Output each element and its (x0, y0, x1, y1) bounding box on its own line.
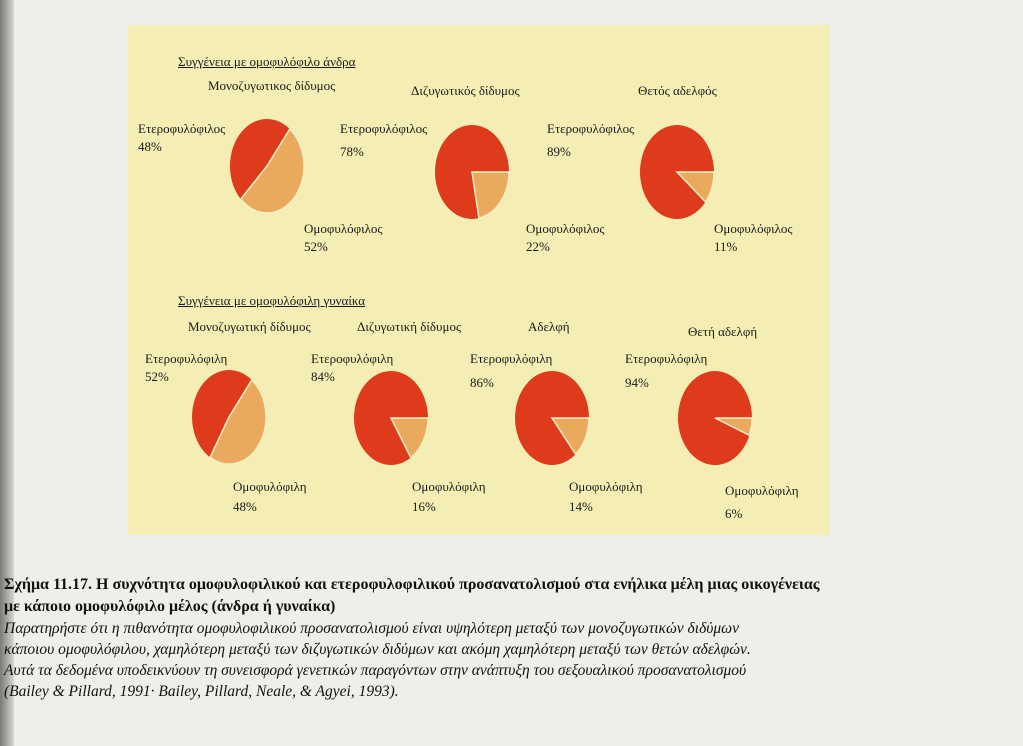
homosexual-percent: 52% (304, 239, 328, 254)
figure-caption: Σχήμα 11.17. Η συχνότητα ομοφυλοφιλικού … (4, 574, 1019, 702)
homosexual-percent: 11% (714, 239, 738, 254)
homosexual-label: Ομοφυλόφιλος (304, 221, 383, 236)
homosexual-percent: 48% (233, 499, 257, 514)
group-title: Συγγένεια με ομοφυλόφιλη γυναίκα (178, 293, 366, 308)
heterosexual-percent: 94% (625, 375, 649, 390)
caption-body-line: κάποιου ομοφυλόφιλου, χαμηλότερη μεταξύ … (4, 641, 751, 658)
homosexual-label: Ομοφυλόφιλη (569, 479, 643, 494)
pie-slice-heterosexual (192, 370, 252, 458)
homosexual-percent: 6% (725, 506, 743, 521)
homosexual-percent: 22% (526, 239, 550, 254)
pie-title: Αδελφή (528, 319, 570, 334)
pie-slice-homosexual (471, 171, 510, 220)
heterosexual-percent: 52% (145, 369, 169, 384)
page-binding-edge (0, 0, 14, 746)
group-title: Συγγένεια με ομοφυλόφιλο άνδρα (178, 54, 356, 69)
caption-body-line: (Bailey & Pillard, 1991· Bailey, Pillard… (4, 683, 399, 700)
pie-charts (192, 118, 753, 466)
pie-title: Θετή αδελφή (688, 324, 758, 339)
heterosexual-label: Ετεροφυλόφιλη (625, 351, 708, 366)
heterosexual-label: Ετεροφυλόφιλος (547, 121, 635, 136)
pie-title: Διζυγωτικός δίδυμος (411, 83, 520, 98)
pie-slice-homosexual (239, 127, 305, 214)
pie-slice-homosexual (714, 417, 753, 437)
heterosexual-label: Ετεροφυλόφιλη (311, 351, 394, 366)
heterosexual-percent: 78% (340, 144, 364, 159)
caption-title: Σχήμα 11.17. Η συχνότητα ομοφυλοφιλικού … (4, 574, 1019, 618)
figure-panel: Συγγένεια με ομοφυλόφιλο άνδρα Μονοζυγωτι… (128, 25, 830, 535)
heterosexual-label: Ετεροφυλόφιλος (138, 121, 226, 136)
heterosexual-percent: 89% (547, 144, 571, 159)
pie-title: Θετός αδελφός (638, 83, 717, 98)
pie-slice-heterosexual (229, 118, 290, 200)
pie-title: Μονοζυγωτικος δίδυμος (208, 78, 336, 93)
caption-title-line1: Σχήμα 11.17. Η συχνότητα ομοφυλοφιλικού … (4, 576, 820, 593)
pie-title: Μονοζυγωτική δίδυμος (188, 319, 311, 334)
heterosexual-label: Ετεροφυλόφιλη (470, 351, 553, 366)
pie-slice-homosexual (550, 417, 590, 456)
homosexual-percent: 16% (412, 499, 436, 514)
caption-body-line: Αυτά τα δεδομένα υποδεικνύουν τη συνεισφ… (4, 662, 747, 679)
homosexual-label: Ομοφυλόφιλη (725, 483, 799, 498)
pie-slice-homosexual (389, 417, 429, 459)
heterosexual-label: Ετεροφυλόφιλος (340, 121, 428, 136)
homosexual-label: Ομοφυλόφιλος (714, 221, 793, 236)
heterosexual-percent: 86% (470, 375, 494, 390)
pie-title: Διζυγωτική δίδυμος (357, 319, 462, 334)
caption-title-line2: με κάποιο ομοφυλόφιλο μέλος (άνδρα ή γυν… (4, 598, 336, 615)
caption-body-line: Παρατηρήστε ότι η πιθανότητα ομοφυλοφιλι… (4, 620, 739, 637)
pie-slice-homosexual (209, 378, 267, 465)
homosexual-label: Ομοφυλόφιλος (526, 221, 605, 236)
heterosexual-percent: 48% (138, 139, 162, 154)
pie-slice-homosexual (675, 171, 715, 204)
homosexual-percent: 14% (569, 499, 593, 514)
heterosexual-percent: 84% (311, 369, 335, 384)
heterosexual-label: Ετεροφυλόφιλη (145, 351, 228, 366)
homosexual-label: Ομοφυλόφιλη (233, 479, 307, 494)
homosexual-label: Ομοφυλόφιλη (412, 479, 486, 494)
